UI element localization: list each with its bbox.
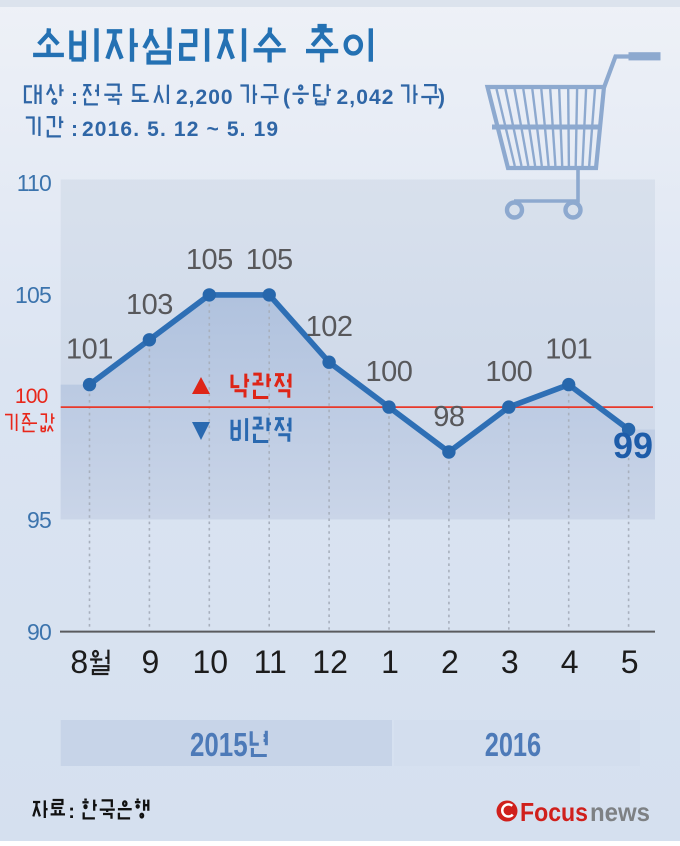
svg-text:(: ( <box>283 86 290 109</box>
svg-text::: : <box>71 86 78 109</box>
svg-text:4: 4 <box>561 644 579 680</box>
svg-text:2016. 5. 12 ~ 5. 19: 2016. 5. 12 ~ 5. 19 <box>82 118 279 141</box>
svg-text:12: 12 <box>312 644 348 680</box>
svg-text:3: 3 <box>501 644 519 680</box>
svg-text::: : <box>71 118 78 141</box>
svg-text:101: 101 <box>66 334 113 366</box>
svg-text:102: 102 <box>306 311 353 343</box>
svg-text:95: 95 <box>27 507 51 533</box>
svg-text:101: 101 <box>545 334 592 366</box>
svg-text:news: news <box>590 797 650 827</box>
svg-text::: : <box>68 801 75 823</box>
svg-text:98: 98 <box>433 401 464 433</box>
svg-text:): ) <box>438 86 445 109</box>
svg-text:2015: 2015 <box>190 726 248 763</box>
svg-text:105: 105 <box>246 244 293 276</box>
svg-text:9: 9 <box>142 644 160 680</box>
svg-text:5: 5 <box>621 644 639 680</box>
svg-text:1: 1 <box>381 644 399 680</box>
svg-text:90: 90 <box>27 619 51 645</box>
svg-text:8: 8 <box>70 644 88 680</box>
svg-text:Focus: Focus <box>520 797 588 827</box>
svg-text:2: 2 <box>441 644 459 680</box>
svg-text:2,200: 2,200 <box>176 86 234 109</box>
svg-text:2016: 2016 <box>485 726 542 763</box>
svg-text:105: 105 <box>15 282 51 308</box>
svg-text:103: 103 <box>126 289 173 321</box>
svg-text:10: 10 <box>193 644 229 680</box>
svg-text:11: 11 <box>254 644 287 680</box>
svg-text:2,042: 2,042 <box>337 86 395 109</box>
svg-text:105: 105 <box>186 244 233 276</box>
svg-text:99: 99 <box>613 425 653 466</box>
svg-text:100: 100 <box>485 356 532 388</box>
svg-text:100: 100 <box>15 385 48 408</box>
svg-text:100: 100 <box>366 356 413 388</box>
svg-text:110: 110 <box>17 170 51 196</box>
